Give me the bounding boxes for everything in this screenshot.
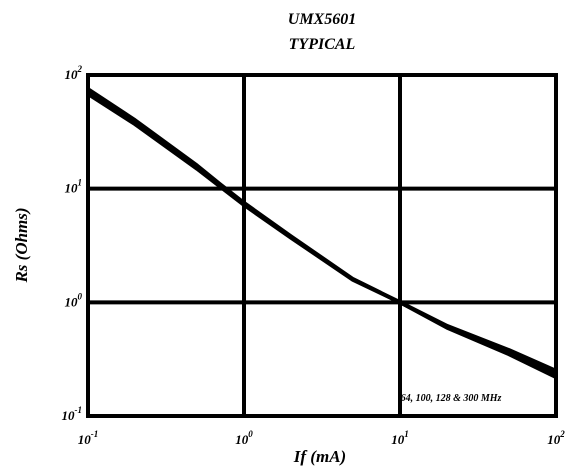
x-tick-label: 10-1 bbox=[78, 429, 99, 447]
chart-title: UMX5601 bbox=[288, 11, 356, 28]
y-axis-label: Rs (Ohms) bbox=[12, 207, 31, 283]
x-tick-label: 100 bbox=[235, 429, 253, 447]
plot-frame bbox=[86, 73, 558, 418]
y-tick-label: 101 bbox=[65, 178, 83, 196]
series-line-1 bbox=[86, 87, 557, 373]
series-group bbox=[86, 87, 557, 379]
x-axis-label: If (mA) bbox=[293, 447, 346, 466]
x-tick-label: 101 bbox=[391, 429, 409, 447]
grid bbox=[88, 75, 556, 416]
series-band bbox=[88, 89, 556, 378]
x-tick-label: 102 bbox=[547, 429, 565, 447]
y-tick-label: 102 bbox=[65, 64, 83, 82]
y-tick-label: 100 bbox=[65, 291, 83, 309]
y-tick-label: 10-1 bbox=[62, 405, 83, 423]
annotation-frequencies: 64, 100, 128 & 300 MHz bbox=[401, 393, 502, 404]
chart-subtitle: TYPICAL bbox=[289, 36, 356, 53]
